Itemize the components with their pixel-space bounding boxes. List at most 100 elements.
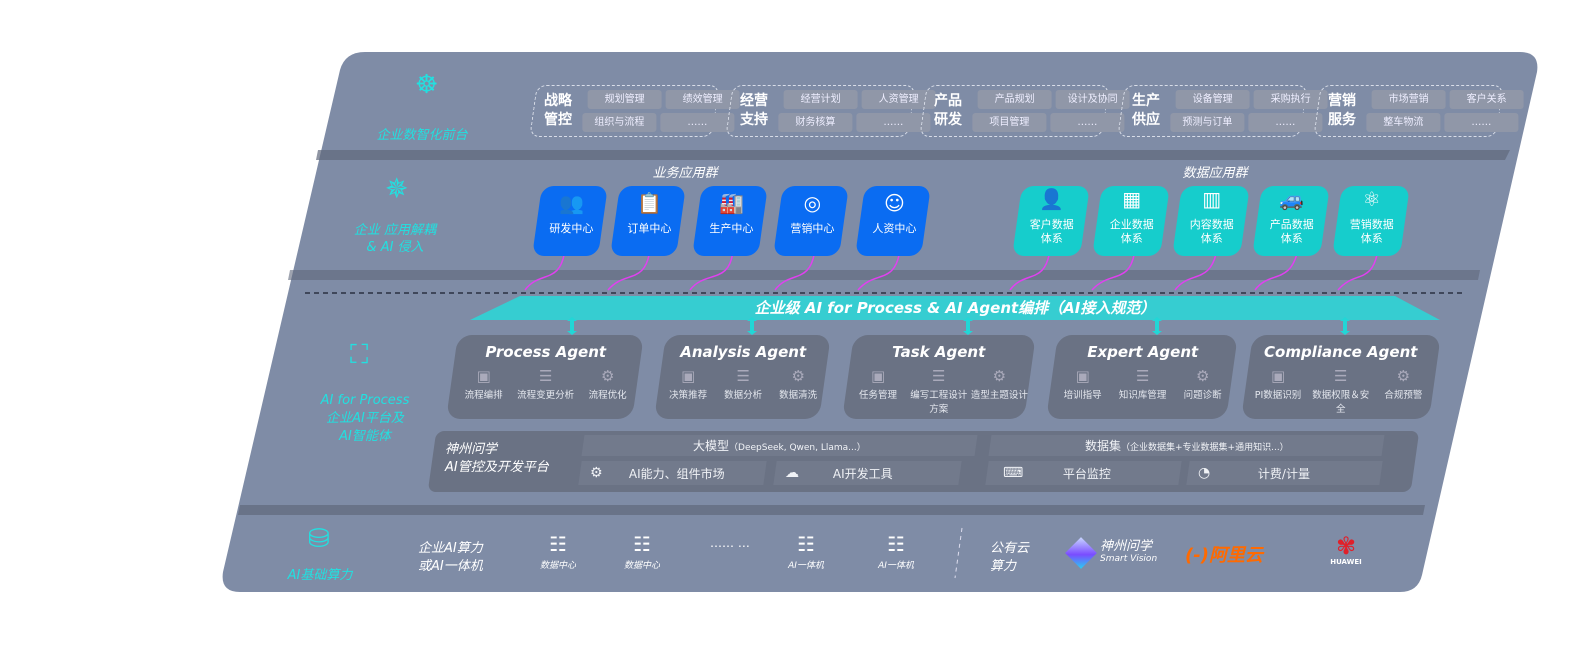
ai-label-line: AI for Process (320, 393, 410, 408)
capability-label: 造型主题设计 (970, 390, 1028, 401)
agent-name: Compliance Agent (1264, 343, 1418, 361)
agent-capability[interactable]: ☰ 知识库管理 (1113, 367, 1172, 401)
ai-label-line: AI智能体 (339, 429, 391, 444)
app-label: 人资中心 (872, 222, 917, 235)
server-icon: ☷ (633, 532, 651, 556)
business-app-2[interactable]: 🏭 生产中心 (692, 186, 768, 256)
car-icon: 🚙 (1279, 187, 1305, 211)
business-apps-title: 业务应用群 (652, 166, 718, 181)
agent-capability[interactable]: ⚙ 造型主题设计 (969, 367, 1029, 415)
business-app-0[interactable]: 👥 研发中心 (532, 186, 608, 256)
public-line: 算力 (990, 559, 1017, 574)
data-app-4[interactable]: ⚛ 营销数据 体系 (1332, 186, 1410, 256)
monitoring-bar[interactable]: ⌨ 平台监控 (985, 461, 1182, 485)
front-chip[interactable]: …… (660, 113, 735, 132)
agent-capability[interactable]: ▣ PI数据识别 (1247, 367, 1309, 415)
database-icon: ⛁ (308, 524, 330, 554)
capability-label: 数据权限＆安全 (1312, 390, 1370, 415)
platform-title-line: 神州问学 (445, 442, 498, 457)
dev-tools-icon: ☁ (785, 465, 799, 481)
agent-card-2[interactable]: Task Agent ▣ 任务管理 ☰ 编写工程设计方案 ⚙ 造型主题设计 (842, 335, 1036, 419)
front-chip[interactable]: 市场营销 (1371, 90, 1446, 109)
title-line: 供应 (1132, 112, 1160, 128)
front-chip[interactable]: 采购执行 (1253, 90, 1328, 109)
business-app-1[interactable]: 📋 订单中心 (610, 186, 686, 256)
agent-capability[interactable]: ▣ 决策推荐 (661, 367, 715, 401)
dataset-bar: 数据集（企业数据集+专业数据集+通用知识...） (988, 435, 1385, 456)
front-group: 营销 服务 市场营销 客户关系 整车物流…… (1313, 85, 1524, 137)
agent-card-3[interactable]: Expert Agent ▣ 培训指导 ☰ 知识库管理 ⚙ 问题诊断 (1046, 335, 1238, 419)
agent-capability[interactable]: ☰ 编写工程设计方案 (909, 367, 969, 415)
server-label: 数据中心 (539, 561, 576, 571)
capability-icon: ▣ (1075, 367, 1090, 385)
tool-label: AI能力、组件市场 (628, 466, 725, 481)
server-label: AI一体机 (788, 561, 824, 571)
capability-icon: ⚙ (1195, 367, 1210, 385)
agent-name: Process Agent (485, 343, 607, 361)
dataset-note: （企业数据集+专业数据集+通用知识...） (1120, 443, 1289, 453)
agent-card-0[interactable]: Process Agent ▣ 流程编排 ☰ 流程变更分析 ⚙ 流程优化 (446, 335, 644, 419)
capability-icon: ⚙ (791, 367, 805, 385)
billing-bar[interactable]: ◔ 计费/计量 (1186, 461, 1383, 485)
capability-label: 流程编排 (464, 390, 503, 401)
capability-label: 知识库管理 (1118, 390, 1167, 401)
front-chip[interactable]: 整车物流 (1366, 113, 1441, 132)
agent-capability[interactable]: ⚙ 合规预警 (1372, 367, 1434, 415)
app-label: 企业数据 (1109, 218, 1154, 231)
front-chip[interactable]: 规划管理 (587, 90, 662, 109)
front-chip[interactable]: 设计及协同 (1055, 90, 1130, 109)
server-label: AI一体机 (878, 561, 914, 571)
agent-capability[interactable]: ⚙ 数据清洗 (771, 367, 825, 401)
front-group-title: 生产 供应 (1132, 92, 1160, 130)
front-chip[interactable]: 预测与订单 (1170, 113, 1245, 132)
agent-capability[interactable]: ▣ 流程编排 (453, 367, 514, 401)
dataset-label: 数据集 (1084, 439, 1121, 453)
front-chip[interactable]: 组织与流程 (582, 113, 657, 132)
front-chip[interactable]: …… (856, 113, 931, 132)
front-chip[interactable]: 设备管理 (1175, 90, 1250, 109)
business-app-3[interactable]: ◎ 营销中心 (773, 186, 849, 256)
data-app-0[interactable]: 👤 客户数据 体系 (1012, 186, 1090, 256)
agent-capability[interactable]: ☰ 数据权限＆安全 (1310, 367, 1372, 415)
app-label: 体系 (1360, 232, 1383, 245)
front-chip[interactable]: 绩效管理 (665, 90, 740, 109)
agent-capability[interactable]: ⚙ 流程优化 (577, 367, 638, 401)
person-icon: ☺ (883, 191, 905, 215)
front-chip[interactable]: 客户关系 (1449, 90, 1524, 109)
target-icon: ◎ (803, 191, 822, 215)
data-apps-title: 数据应用群 (1182, 166, 1248, 181)
agent-capability[interactable]: ⚙ 问题诊断 (1173, 367, 1232, 401)
agent-capability[interactable]: ☰ 数据分析 (716, 367, 770, 401)
app-label: 体系 (1040, 232, 1063, 245)
agent-name: Expert Agent (1087, 343, 1199, 361)
capability-label: 合规预警 (1384, 390, 1423, 401)
front-group: 产品 研发 产品规划 设计及协同 项目管理…… (919, 85, 1130, 137)
public-cloud-label: 公有云 算力 (990, 540, 1029, 576)
front-chip[interactable]: …… (1050, 113, 1125, 132)
ai-dev-tools-bar[interactable]: ☁ AI开发工具 (773, 461, 962, 485)
agent-capability[interactable]: ▣ 任务管理 (848, 367, 908, 415)
front-chip[interactable]: 财务核算 (778, 113, 853, 132)
market-icon: ⚙ (590, 465, 603, 481)
data-app-1[interactable]: ▦ 企业数据 体系 (1092, 186, 1170, 256)
front-chip[interactable]: 项目管理 (972, 113, 1047, 132)
agent-card-1[interactable]: Analysis Agent ▣ 决策推荐 ☰ 数据分析 ⚙ 数据清洗 (654, 335, 831, 419)
front-chip[interactable]: …… (1248, 113, 1323, 132)
front-chip[interactable]: 产品规划 (977, 90, 1052, 109)
huawei-logo: ✾ HUAWEI (1328, 534, 1364, 566)
data-app-3[interactable]: 🚙 产品数据 体系 (1252, 186, 1330, 256)
front-group: 生产 供应 设备管理 采购执行 预测与订单…… (1117, 85, 1328, 137)
agent-card-4[interactable]: Compliance Agent ▣ PI数据识别 ☰ 数据权限＆安全 ⚙ 合规预警 (1241, 335, 1441, 419)
data-app-2[interactable]: ▥ 内容数据 体系 (1172, 186, 1250, 256)
agent-capability[interactable]: ☰ 流程变更分析 (515, 367, 576, 401)
aliyun-mark: (-) (1185, 545, 1209, 566)
front-chip[interactable]: 经营计划 (783, 90, 858, 109)
agent-capability[interactable]: ▣ 培训指导 (1053, 367, 1112, 401)
front-chip[interactable]: …… (1444, 113, 1519, 132)
llm-label: 大模型 (693, 439, 730, 453)
ai-market-bar[interactable]: ⚙ AI能力、组件市场 (578, 461, 767, 485)
front-group: 经营 支持 经营计划 人资管理 财务核算…… (725, 85, 936, 137)
smart-vision-text: 神州问学 Smart Vision (1100, 540, 1157, 566)
capability-icon: ☰ (736, 367, 750, 385)
business-app-4[interactable]: ☺ 人资中心 (855, 186, 931, 256)
